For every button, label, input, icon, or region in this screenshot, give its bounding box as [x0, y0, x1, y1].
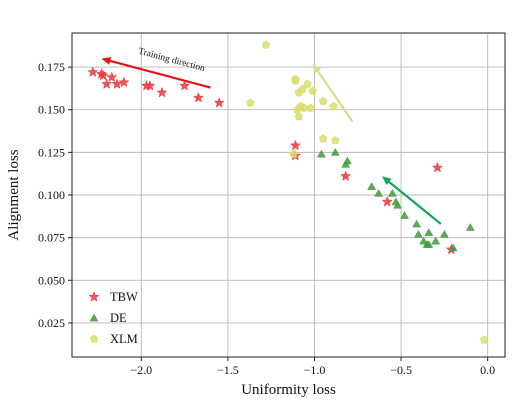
grid	[72, 33, 505, 357]
plot-frame	[71, 32, 506, 358]
x-tick-label: −1.5	[217, 363, 239, 377]
x-tick-label: −0.5	[390, 363, 412, 377]
series-de	[316, 148, 475, 252]
data-point-de	[431, 236, 441, 245]
y-tick-label: 0.100	[38, 188, 65, 202]
data-point-de	[316, 149, 326, 158]
y-tick-label: 0.150	[38, 103, 65, 117]
data-point-tbw	[289, 139, 302, 151]
data-point-tbw	[213, 97, 225, 108]
direction-arrow-head	[382, 176, 392, 186]
data-point-de	[412, 219, 422, 228]
data-point-xlm	[318, 96, 328, 105]
data-point-de	[388, 188, 397, 197]
legend-label-de: DE	[110, 311, 127, 325]
x-tick-label: −1.0	[304, 363, 326, 377]
data-point-tbw	[381, 195, 393, 207]
y-tick-label: 0.175	[38, 60, 65, 74]
data-point-xlm	[330, 135, 340, 145]
data-point-de	[367, 182, 377, 190]
data-point-de	[374, 188, 383, 197]
x-tick-label: −2.0	[130, 363, 152, 377]
data-point-de	[424, 228, 434, 236]
data-point-de	[413, 229, 423, 238]
data-point-tbw	[431, 161, 444, 173]
data-point-tbw	[118, 76, 130, 88]
data-point-xlm	[261, 40, 271, 49]
data-point-tbw	[87, 66, 99, 78]
series-xlm	[246, 40, 489, 344]
y-axis-label: Alignment loss	[6, 149, 22, 240]
legend-marker-tbw	[88, 291, 100, 302]
direction-arrows	[101, 57, 442, 225]
data-point-tbw	[101, 78, 113, 89]
data-point-de	[448, 243, 458, 252]
legend-marker-de	[89, 313, 99, 322]
direction-arrow-head	[312, 63, 322, 74]
data-point-tbw	[340, 170, 352, 182]
data-point-tbw	[97, 69, 109, 81]
tick-labels: −2.0 −1.5 −1.0 −0.5 0.0 0.025 0.050 0.075 0.100 0…	[38, 60, 495, 377]
data-points	[87, 40, 489, 344]
legend: TBW DE XLM	[88, 290, 138, 346]
data-point-de	[439, 229, 449, 238]
data-point-de	[393, 200, 403, 209]
data-point-de	[400, 211, 409, 219]
data-point-tbw	[144, 79, 156, 91]
data-point-de	[341, 160, 351, 168]
direction-arrow-shaft	[109, 59, 211, 89]
data-point-xlm	[318, 134, 328, 143]
y-tick-label: 0.075	[38, 231, 65, 245]
direction-arrow-shaft	[388, 181, 442, 225]
data-point-xlm	[479, 335, 489, 344]
data-point-de	[465, 223, 475, 231]
data-point-tbw	[192, 91, 205, 103]
data-point-de	[330, 148, 340, 156]
legend-label-xlm: XLM	[110, 332, 138, 346]
legend-marker-xlm	[89, 334, 99, 343]
data-point-xlm	[291, 76, 300, 85]
data-point-xlm	[289, 149, 298, 158]
data-point-de	[424, 240, 434, 248]
y-tick-label: 0.025	[38, 316, 65, 330]
data-point-xlm	[303, 79, 312, 88]
data-point-xlm	[329, 101, 338, 110]
x-axis-label: Uniformity loss	[241, 382, 336, 398]
data-point-tbw	[156, 86, 168, 98]
x-tick-label: 0.0	[480, 363, 495, 377]
data-point-xlm	[308, 86, 318, 95]
data-point-tbw	[106, 71, 118, 83]
data-point-xlm	[306, 103, 316, 112]
y-tick-label: 0.050	[38, 273, 65, 287]
y-tick-label: 0.125	[38, 145, 65, 159]
data-point-xlm	[246, 98, 255, 107]
legend-label-tbw: TBW	[110, 290, 138, 304]
data-point-tbw	[178, 79, 191, 91]
direction-arrow-head	[101, 57, 112, 65]
data-point-de	[419, 236, 429, 245]
data-point-xlm	[294, 112, 304, 121]
direction-arrow-shaft	[316, 70, 354, 123]
